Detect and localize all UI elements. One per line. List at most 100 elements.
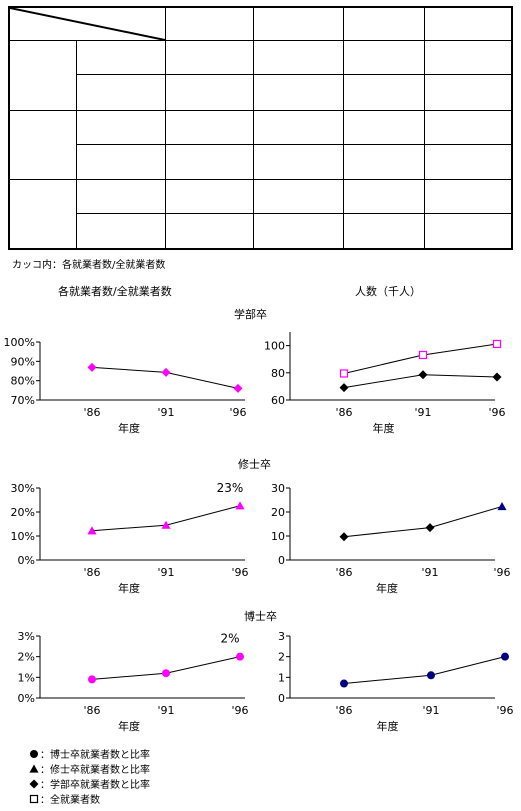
x-tick-label: '91 (414, 406, 431, 419)
y-tick-label: 0% (18, 692, 35, 705)
x-axis-label: 年度 (377, 719, 399, 733)
data-point (233, 383, 243, 393)
section-title-hakushi: 博士卒 (244, 610, 277, 623)
legend-circle-icon (30, 749, 38, 758)
data-point (427, 671, 435, 680)
y-tick-label: 0 (278, 692, 285, 705)
y-tick-label: 3 (278, 630, 285, 643)
data-point (492, 339, 502, 349)
legend-item: ：修士卒就業者数と比率 (28, 761, 150, 776)
legend-diamond-icon (29, 779, 39, 788)
section-title-gakubu: 学部卒 (234, 308, 267, 321)
x-tick-label: '86 (335, 566, 352, 579)
legend-marker (29, 794, 39, 803)
x-tick-label: '96 (231, 704, 248, 717)
x-tick-label: '91 (157, 704, 174, 717)
x-tick-label: '96 (229, 406, 246, 419)
y-tick-label: 1% (18, 671, 35, 684)
data-label: 23% (217, 481, 244, 495)
legend-label: ：修士卒就業者数と比率 (40, 765, 150, 776)
x-axis-label: 年度 (118, 719, 140, 733)
y-tick-label: 10 (271, 530, 285, 543)
data-point (418, 370, 428, 380)
legend-triangle-icon (29, 764, 39, 773)
chart-hakushi-ratio: 3% 2% 1% 0% '86 '91 '96 年度 2% (18, 630, 249, 733)
corner-diagonal (10, 8, 165, 40)
data-point (497, 501, 507, 511)
chart-shushi-ratio: 30% 20% 10% 0% '86 '91 '96 年度 23% (11, 481, 249, 595)
table-col-divider (253, 8, 254, 248)
chart-gakubu-count: 100 80 60 '86 '91 '96 年度 (264, 332, 506, 435)
data-point (339, 383, 349, 393)
chart-hakushi-count: 3 2 1 0 '86 '91 '96 年度 (278, 630, 514, 733)
y-tick-label: 0 (278, 554, 285, 567)
x-tick-label: '91 (422, 704, 439, 717)
x-tick-label: '86 (335, 406, 352, 419)
data-point (162, 669, 170, 678)
table-col-divider (343, 8, 344, 248)
x-axis-label: 年度 (376, 581, 398, 595)
x-tick-label: '86 (83, 704, 100, 717)
y-tick-label: 2% (18, 651, 35, 664)
series-line (343, 506, 503, 538)
data-point (418, 350, 428, 360)
data-label: 2% (220, 632, 239, 646)
section-title-shushi: 修士卒 (238, 458, 271, 471)
data-point (340, 679, 348, 688)
data-point (501, 652, 509, 661)
subtotal-divider (76, 144, 511, 145)
legend-marker (30, 749, 38, 758)
x-axis-label: 年度 (373, 421, 395, 435)
y-tick-label: 10% (11, 530, 35, 543)
x-tick-label: '91 (157, 406, 174, 419)
table-row-divider (10, 179, 511, 180)
y-tick-label: 2 (278, 651, 285, 664)
y-tick-label: 30 (271, 482, 285, 495)
y-tick-label: 80 (271, 367, 285, 380)
table-row-divider (10, 40, 511, 41)
data-point (236, 652, 244, 661)
y-tick-label: 100% (4, 336, 35, 349)
data-point (425, 523, 435, 533)
legend-marker (29, 764, 39, 773)
legend-marker (29, 779, 39, 788)
y-tick-label: 30% (11, 482, 35, 495)
x-tick-label: '91 (421, 566, 438, 579)
data-point (161, 520, 171, 529)
x-axis-label: 年度 (118, 581, 140, 595)
x-tick-label: '86 (83, 406, 100, 419)
series-line (343, 656, 506, 685)
y-tick-label: 1 (278, 671, 285, 684)
chart-gakubu-ratio: 100% 90% 80% 70% '86 '91 '96 年度 (4, 336, 247, 435)
y-tick-label: 100 (264, 340, 285, 353)
y-tick-label: 20 (271, 506, 285, 519)
data-point (492, 372, 502, 382)
legend-item: ：全就業者数 (28, 791, 100, 806)
data-point (87, 526, 97, 535)
legend-item: ：学部卒就業者数と比率 (28, 776, 150, 791)
x-tick-label: '91 (157, 566, 174, 579)
x-tick-label: '96 (496, 704, 513, 717)
x-tick-label: '96 (488, 406, 505, 419)
legend-square-icon (29, 794, 39, 803)
table-col-divider (424, 8, 425, 248)
y-tick-label: 60 (271, 394, 285, 407)
subtotal-divider (76, 74, 511, 75)
y-tick-label: 3% (18, 630, 35, 643)
data-point (339, 532, 349, 542)
data-point (87, 362, 97, 372)
y-tick-label: 0% (18, 554, 35, 567)
legend-item: ：博士卒就業者数と比率 (28, 746, 150, 761)
y-tick-label: 90% (11, 355, 35, 368)
data-point (88, 675, 96, 684)
data-point (339, 369, 349, 378)
x-tick-label: '96 (493, 566, 510, 579)
data-point (235, 501, 245, 510)
data-table (8, 6, 513, 250)
x-tick-label: '86 (83, 566, 100, 579)
right-column-title: 人数（千人） (355, 285, 421, 298)
table-note: カッコ内：各就業者数/全就業者数 (12, 260, 166, 271)
subtotal-divider (76, 213, 511, 214)
y-tick-label: 80% (11, 375, 35, 388)
x-tick-label: '86 (335, 704, 352, 717)
